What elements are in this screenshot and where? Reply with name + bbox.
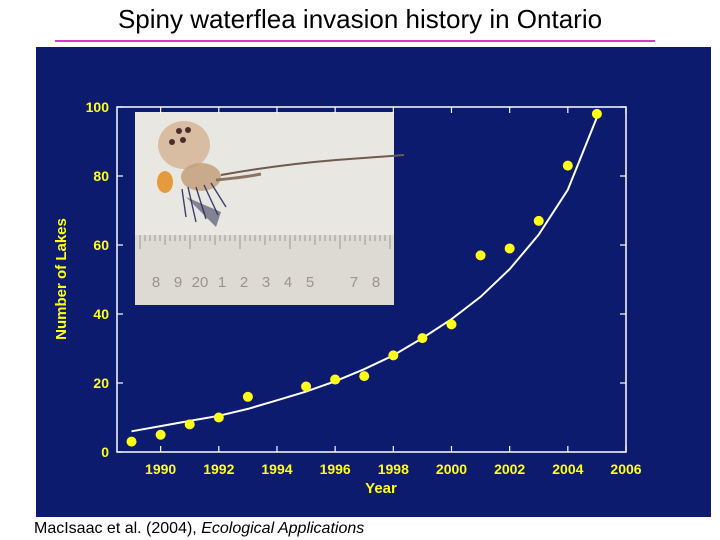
data-point [504, 243, 515, 254]
chart-axes: 1990 1992 1994 1996 1998 2000 2002 2004 20060204… [86, 99, 642, 477]
ruler-number: 8 [372, 274, 380, 291]
y-tick-label: 80 [93, 168, 109, 184]
x-tick-label: 2004 [552, 461, 583, 477]
title-underline [55, 40, 655, 42]
data-point [184, 419, 195, 430]
data-point [301, 381, 312, 392]
data-points [126, 108, 602, 447]
fit-line [131, 117, 598, 433]
data-point [417, 333, 428, 344]
plot-frame [116, 106, 627, 453]
x-axis-label: Year [365, 480, 397, 497]
ruler-number: 1 [218, 274, 226, 291]
y-tick-label: 100 [86, 99, 110, 115]
slide-title: Spiny waterflea invasion history in Onta… [117, 4, 603, 34]
ruler-number: 9 [174, 274, 182, 291]
data-point [562, 160, 573, 171]
x-tick-label: 1994 [261, 461, 292, 477]
data-point [475, 250, 486, 261]
data-point [359, 371, 370, 382]
data-point [591, 108, 602, 119]
y-tick-label: 0 [101, 444, 109, 460]
ruler-number: 8 [152, 274, 160, 291]
data-point [330, 374, 341, 385]
citation-journal: Ecological Applications [201, 520, 365, 537]
ruler-number: 4 [284, 274, 292, 291]
fit-curve [131, 117, 598, 433]
x-tick-label: 1990 [145, 461, 176, 477]
data-point [126, 436, 137, 447]
y-tick-label: 20 [93, 375, 109, 391]
scatter-chart: 8 9 20 1 2 3 4 5 7 8 1990 1992 1994 1996 1998 2000 2002… [53, 99, 642, 497]
x-tick-label: 2000 [436, 461, 467, 477]
x-tick-label: 1996 [320, 461, 351, 477]
data-point [533, 215, 544, 226]
x-tick-label: 2006 [610, 461, 641, 477]
ruler-number: 5 [306, 274, 314, 291]
x-tick-label: 1992 [203, 461, 234, 477]
ruler-number: 7 [350, 274, 358, 291]
citation-authors: MacIsaac et al. (2004), [34, 520, 202, 537]
chart-panel: 8 9 20 1 2 3 4 5 7 8 1990 1992 1994 1996 1998 2000 2002… [36, 47, 711, 517]
ruler-number: 20 [192, 274, 209, 291]
data-point [155, 429, 166, 440]
y-axis-label: Number of Lakes [53, 218, 70, 340]
ruler-number: 2 [240, 274, 248, 291]
ruler-number: 3 [262, 274, 270, 291]
source-citation: MacIsaac et al. (2004), Ecological Appli… [34, 520, 364, 538]
data-point [213, 412, 224, 423]
waterflea-photo: 8 9 20 1 2 3 4 5 7 8 [135, 112, 405, 305]
data-point [242, 391, 253, 402]
x-tick-label: 2002 [494, 461, 525, 477]
y-tick-label: 40 [93, 306, 109, 322]
data-point [446, 319, 457, 330]
x-tick-label: 1998 [378, 461, 409, 477]
photo-ruler: 8 9 20 1 2 3 4 5 7 8 [139, 235, 391, 291]
data-point [388, 350, 399, 361]
y-tick-label: 60 [93, 237, 109, 253]
